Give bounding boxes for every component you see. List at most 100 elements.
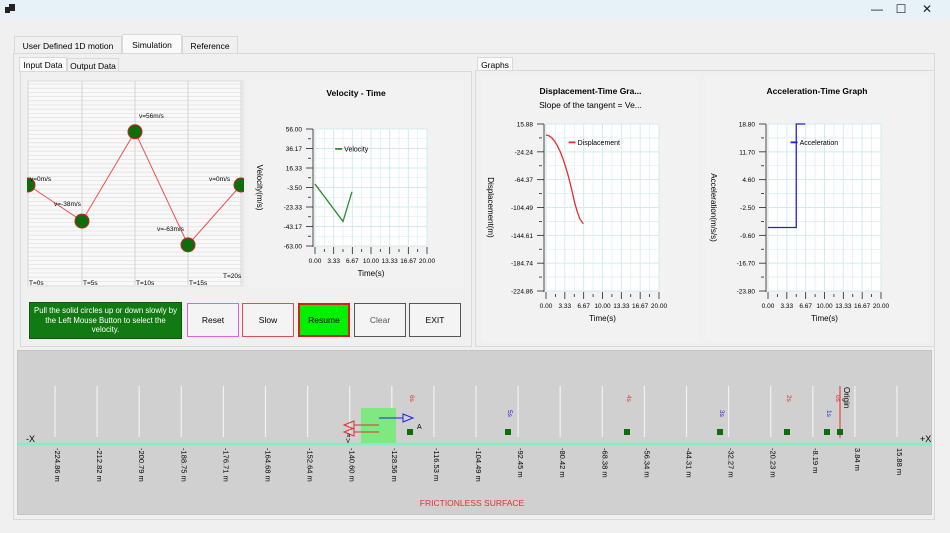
track-tick-label: -164.68 m — [264, 448, 273, 482]
track-tick-label: -68.38 m — [600, 448, 609, 478]
x-tick-label: 3.33 — [559, 303, 572, 310]
exit-button[interactable]: EXIT — [409, 303, 461, 337]
x-tick-label: 10.00 — [594, 303, 611, 310]
pos-x-label: +X — [920, 434, 931, 444]
track-tick-label: -140.60 m — [348, 448, 357, 482]
x-tick-label: 10.00 — [816, 303, 833, 310]
velocity-point-label: v=56m/s — [139, 113, 164, 120]
y-tick-label: 4.60 — [742, 177, 755, 184]
x-tick-label: 0.00 — [309, 258, 322, 265]
y-tick-label: -23.33 — [284, 205, 303, 212]
velocity-handle — [127, 124, 143, 140]
velocity-arrow-head — [342, 427, 355, 437]
motion-track-panel — [17, 350, 932, 515]
x-tick-label: 20.00 — [873, 303, 890, 310]
x-axis-title: Time(s) — [358, 269, 385, 278]
y-axis-title: Displacement(m) — [486, 177, 495, 238]
title-bar: — ☐ ✕ — [0, 0, 950, 18]
x-tick-label: 10.00 — [363, 258, 380, 265]
slow-button[interactable]: Slow — [242, 303, 294, 337]
velocity-point-label: v=0m/s — [30, 176, 52, 183]
x-tick-label: 20.00 — [419, 258, 436, 265]
track-tick-label: -128.56 m — [390, 448, 399, 482]
series-line — [768, 123, 806, 229]
x-axis-title: Time(s) — [811, 314, 838, 323]
velocity-input-grid[interactable]: v=0m/s v=-38m/s v=56m/s v=-63m/s v=0m/s T=0s T… — [27, 80, 244, 287]
y-tick-label: -64.37 — [515, 177, 534, 184]
y-tick-label: 18.80 — [739, 122, 756, 129]
velocity-handle — [27, 177, 36, 193]
tab-simulation[interactable]: Simulation — [122, 34, 182, 54]
track-tick-label: -8.19 m — [811, 448, 820, 473]
y-tick-label: 56.00 — [286, 127, 303, 134]
reset-button[interactable]: Reset — [187, 303, 239, 337]
time-label: T=15s — [189, 280, 208, 287]
minimize-button[interactable]: — — [854, 0, 900, 18]
tab-reference[interactable]: Reference — [182, 36, 238, 55]
time-label: T=5s — [83, 280, 98, 287]
time-marker-label: 1s — [825, 410, 832, 418]
slow-label: Slow — [258, 315, 278, 325]
time-marker — [505, 429, 511, 435]
tab-label: User Defined 1D motion — [22, 41, 114, 51]
displacement-chart-title: Displacement-Time Gra... — [539, 86, 642, 96]
y-tick-label: -104.49 — [511, 205, 533, 212]
tab-label: Graphs — [481, 59, 509, 70]
x-tick-label: 16.67 — [400, 258, 417, 265]
time-label: T=10s — [136, 280, 155, 287]
x-tick-label: 6.67 — [346, 258, 359, 265]
subtab-label: Input Data — [23, 60, 63, 70]
subtab-input-data[interactable]: Input Data — [19, 57, 67, 72]
time-marker-label: 4s — [625, 395, 632, 403]
y-tick-label: 16.33 — [286, 166, 303, 173]
resume-label: Resume — [308, 315, 340, 325]
track-tick-label: -92.45 m — [516, 448, 525, 478]
minimize-icon: — — [871, 2, 883, 16]
y-tick-label: -224.86 — [511, 289, 533, 296]
displacement-chart-subtitle: Slope of the tangent = Ve... — [539, 100, 642, 110]
acceleration-time-chart: 18.80 11.70 4.60 -2.50 -9.60 -16.70 -23.80 0.00… — [709, 122, 890, 324]
app-icon — [5, 4, 15, 14]
x-tick-label: 13.33 — [382, 258, 399, 265]
y-tick-label: -9.60 — [740, 233, 755, 240]
y-tick-label: 15.88 — [517, 122, 534, 129]
track-tick-label: -116.53 m — [432, 448, 441, 481]
maximize-button[interactable]: ☐ — [878, 0, 924, 18]
velocity-handle — [180, 237, 196, 253]
resume-button[interactable]: Resume — [298, 303, 350, 337]
subtab-output-data[interactable]: Output Data — [67, 58, 119, 72]
motion-track: -X +X FRICTIONLESS SURFACE -224.86 m -212… — [17, 386, 932, 508]
instruction-text: Pull the solid circles up or down slowly… — [34, 306, 178, 335]
acceleration-arrow-head — [402, 413, 415, 423]
y-tick-label: -184.74 — [511, 261, 533, 268]
clear-button[interactable]: Clear — [354, 303, 406, 337]
legend-label: Displacement — [578, 140, 620, 147]
track-tick-label: -224.86 m — [53, 448, 62, 482]
y-tick-label: -2.50 — [740, 205, 755, 212]
time-marker — [717, 429, 723, 435]
y-axis-title: Velocity(m/s) — [255, 165, 264, 211]
y-tick-label: -16.70 — [737, 261, 756, 268]
close-button[interactable]: ✕ — [904, 0, 950, 18]
x-tick-label: 3.33 — [327, 258, 340, 265]
instruction-box: Pull the solid circles up or down slowly… — [29, 302, 182, 339]
y-tick-label: 36.17 — [286, 146, 303, 153]
y-axis-title: Acceleration(m/s/s) — [709, 173, 718, 242]
tab-user-defined-1d-motion[interactable]: User Defined 1D motion — [14, 36, 122, 55]
time-marker — [824, 429, 830, 435]
velocity-handle — [233, 177, 244, 193]
x-tick-label: 16.67 — [632, 303, 649, 310]
tab-graphs[interactable]: Graphs — [477, 57, 513, 71]
legend-label: Acceleration — [800, 140, 839, 147]
time-marker-label: 5s — [506, 410, 513, 418]
track-tick-label: 3.84 m — [853, 448, 862, 471]
y-tick-label: -63.00 — [284, 244, 303, 251]
x-tick-label: 13.33 — [613, 303, 630, 310]
time-marker — [407, 429, 413, 435]
time-marker-label: 2s — [785, 395, 792, 403]
point-a-label: A — [417, 424, 422, 431]
time-marker — [837, 429, 843, 435]
reset-label: Reset — [201, 315, 225, 325]
x-tick-label: 3.33 — [781, 303, 794, 310]
origin-label: Origin — [842, 387, 851, 408]
